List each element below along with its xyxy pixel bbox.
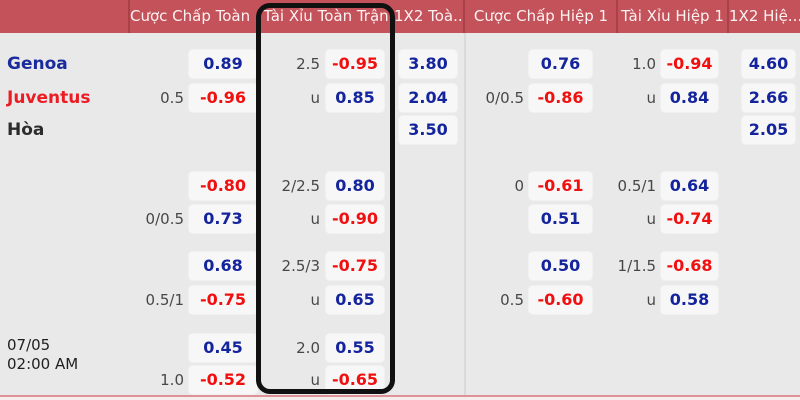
ah_h1-line-label: 0 — [514, 177, 524, 195]
header-divider — [727, 0, 729, 33]
ou_ft-line-label: 2/2.5 — [281, 177, 320, 195]
match-datetime: 07/05 02:00 AM — [7, 336, 78, 374]
table-header: Cược Chấp Toàn ... Tài Xỉu Toàn Trận 1X2… — [0, 0, 800, 33]
ou_ft-line-label: u — [310, 291, 320, 309]
ah_ft-line-label: 0/0.5 — [145, 210, 184, 228]
ou_h1-odds-button[interactable]: -0.68 — [661, 252, 718, 280]
match-time: 02:00 AM — [7, 355, 79, 373]
ou_ft-odds-button[interactable]: -0.75 — [326, 252, 384, 280]
header-divider — [128, 0, 130, 33]
ou_ft-odds-button[interactable]: -0.65 — [326, 366, 384, 394]
ou_h1-line-label: 1.0 — [632, 55, 656, 73]
bottom-strip — [0, 397, 800, 400]
ah_h1-line-label: 0/0.5 — [485, 89, 524, 107]
ah_h1-line-label: 0.5 — [500, 291, 524, 309]
ah_ft-line-label: 1.0 — [160, 371, 184, 389]
ou_h1-odds-button[interactable]: -0.74 — [661, 205, 718, 233]
table-body: 07/05 02:00 AM Genoa 0.89 2.5 -0.95 3.80 0.76… — [0, 33, 800, 395]
x12_h1-odds-button[interactable]: 4.60 — [742, 50, 795, 78]
ah_h1-odds-button[interactable]: -0.60 — [529, 286, 592, 314]
ou_h1-line-label: u — [646, 210, 656, 228]
ah_h1-odds-button[interactable]: -0.61 — [529, 172, 592, 200]
header-divider — [616, 0, 618, 33]
ou_ft-line-label: u — [310, 89, 320, 107]
ou_h1-odds-button[interactable]: 0.64 — [661, 172, 718, 200]
ou_ft-odds-button[interactable]: 0.55 — [326, 334, 384, 362]
x12_ft-odds-button[interactable]: 2.04 — [399, 84, 457, 112]
ah_ft-line-label: 0.5/1 — [145, 291, 184, 309]
team-label-draw: Hòa — [7, 120, 45, 140]
header-divider — [463, 0, 465, 33]
bottom-accent-line — [0, 395, 800, 397]
ah_ft-odds-button[interactable]: 0.68 — [189, 252, 257, 280]
column-header-over-under-half1: Tài Xỉu Hiệp 1 — [621, 7, 724, 25]
ah_ft-odds-button[interactable]: 0.89 — [189, 50, 257, 78]
ah_h1-odds-button[interactable]: 0.50 — [529, 252, 592, 280]
ou_ft-odds-button[interactable]: 0.85 — [326, 84, 384, 112]
ou_h1-line-label: 0.5/1 — [617, 177, 656, 195]
match-date: 07/05 — [7, 336, 51, 354]
x12_h1-odds-button[interactable]: 2.05 — [742, 116, 795, 144]
ou_h1-odds-button[interactable]: 0.84 — [661, 84, 718, 112]
team-label-away: Juventus — [7, 88, 91, 108]
ah_ft-odds-button[interactable]: 0.45 — [189, 334, 257, 362]
ah_h1-odds-button[interactable]: 0.51 — [529, 205, 592, 233]
ah_ft-line-label: 0.5 — [160, 89, 184, 107]
x12_h1-odds-button[interactable]: 2.66 — [742, 84, 795, 112]
ou_h1-line-label: u — [646, 291, 656, 309]
ou_h1-odds-button[interactable]: 0.58 — [661, 286, 718, 314]
ah_ft-odds-button[interactable]: -0.80 — [189, 172, 257, 200]
body-column-divider — [464, 33, 466, 395]
ou_ft-odds-button[interactable]: -0.90 — [326, 205, 384, 233]
column-header-handicap-fulltime: Cược Chấp Toàn ... — [130, 7, 258, 25]
ou_ft-line-label: 2.5 — [296, 55, 320, 73]
ah_ft-odds-button[interactable]: -0.52 — [189, 366, 257, 394]
column-header-handicap-half1: Cược Chấp Hiệp 1 — [473, 7, 609, 25]
ou_ft-line-label: u — [310, 371, 320, 389]
ou_h1-line-label: u — [646, 89, 656, 107]
x12_ft-odds-button[interactable]: 3.80 — [399, 50, 457, 78]
ah_ft-odds-button[interactable]: 0.73 — [189, 205, 257, 233]
ou_ft-odds-button[interactable]: -0.95 — [326, 50, 384, 78]
ou_ft-odds-button[interactable]: 0.80 — [326, 172, 384, 200]
ah_ft-odds-button[interactable]: -0.75 — [189, 286, 257, 314]
ah_h1-odds-button[interactable]: -0.86 — [529, 84, 592, 112]
column-header-1x2-fulltime: 1X2 Toà... — [394, 7, 464, 25]
x12_ft-odds-button[interactable]: 3.50 — [399, 116, 457, 144]
team-label-home: Genoa — [7, 54, 68, 74]
ah_h1-odds-button[interactable]: 0.76 — [529, 50, 592, 78]
ou_h1-odds-button[interactable]: -0.94 — [661, 50, 718, 78]
column-header-over-under-fulltime: Tài Xỉu Toàn Trận — [263, 7, 389, 25]
ou_ft-line-label: u — [310, 210, 320, 228]
column-header-1x2-half1: 1X2 Hiệ... — [729, 7, 800, 25]
ah_ft-odds-button[interactable]: -0.96 — [189, 84, 257, 112]
ou_h1-line-label: 1/1.5 — [617, 257, 656, 275]
ou_ft-line-label: 2.5/3 — [281, 257, 320, 275]
ou_ft-line-label: 2.0 — [296, 339, 320, 357]
ou_ft-odds-button[interactable]: 0.65 — [326, 286, 384, 314]
